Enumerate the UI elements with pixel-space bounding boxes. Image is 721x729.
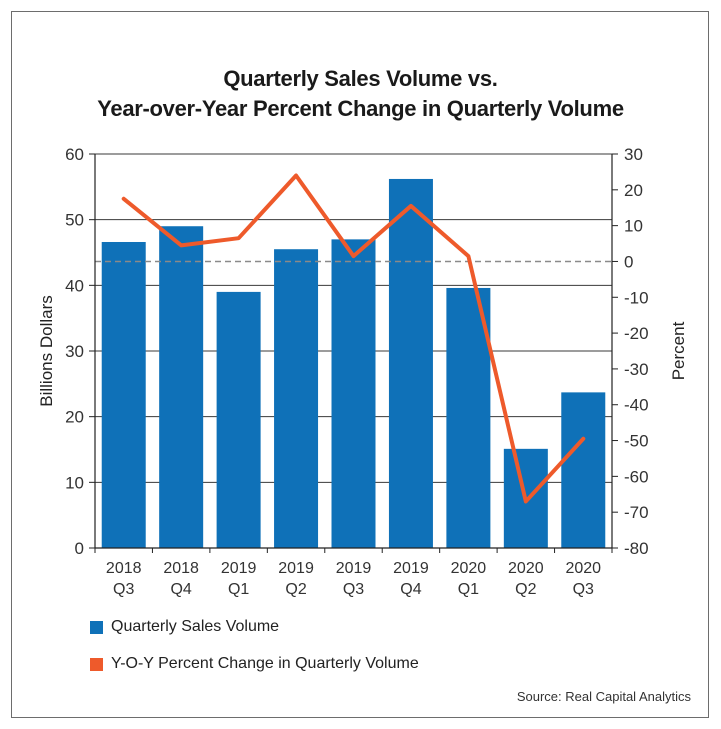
right-tick-label: 10 bbox=[624, 217, 643, 236]
right-tick-label: -40 bbox=[624, 396, 649, 415]
legend-label-sales-volume: Quarterly Sales Volume bbox=[111, 618, 280, 635]
right-axis-title: Percent bbox=[669, 321, 688, 380]
legend-item-yoy-change: Y-O-Y Percent Change in Quarterly Volume bbox=[90, 653, 419, 675]
x-tick-label-quarter: Q2 bbox=[515, 581, 536, 598]
x-tick-label-year: 2019 bbox=[336, 560, 372, 577]
bar-6 bbox=[446, 287, 491, 548]
x-tick-label-quarter: Q3 bbox=[113, 581, 134, 598]
chart-title-line-1: Quarterly Sales Volume vs. bbox=[223, 66, 498, 91]
right-tick-label: -30 bbox=[624, 360, 649, 379]
chart-title-line-2: Year-over-Year Percent Change in Quarter… bbox=[97, 96, 624, 121]
left-tick-label: 40 bbox=[65, 276, 84, 295]
right-tick-label: -70 bbox=[624, 503, 649, 522]
x-tick-label-year: 2018 bbox=[163, 560, 199, 577]
x-tick-label-year: 2020 bbox=[508, 560, 544, 577]
yoy-change-line bbox=[121, 173, 586, 504]
legend-swatch-line bbox=[90, 657, 103, 671]
right-tick-label: -50 bbox=[624, 432, 649, 451]
x-tick-label-quarter: Q1 bbox=[458, 581, 479, 598]
legend-item-sales-volume: Quarterly Sales Volume bbox=[90, 616, 279, 638]
left-tick-label: 30 bbox=[65, 342, 84, 361]
x-tick-label-quarter: Q3 bbox=[343, 581, 364, 598]
x-tick-label-year: 2018 bbox=[106, 560, 142, 577]
source-note: Source: Real Capital Analytics bbox=[516, 689, 691, 704]
x-tick-label-quarter: Q1 bbox=[228, 581, 249, 598]
right-tick-label: 20 bbox=[624, 181, 643, 200]
left-tick-label: 20 bbox=[65, 408, 84, 427]
bar-1 bbox=[159, 226, 204, 548]
right-tick-label: 30 bbox=[624, 145, 643, 164]
left-tick-label: 10 bbox=[65, 473, 84, 492]
right-tick-label: 0 bbox=[624, 252, 633, 271]
right-tick-label: -80 bbox=[624, 539, 649, 558]
legend-swatch-bar bbox=[90, 620, 103, 634]
right-tick-label: -20 bbox=[624, 324, 649, 343]
x-tick-label-quarter: Q4 bbox=[400, 581, 421, 598]
x-tick-label-year: 2020 bbox=[451, 560, 487, 577]
bar-3 bbox=[274, 249, 319, 548]
legend-label-yoy-change: Y-O-Y Percent Change in Quarterly Volume bbox=[111, 655, 419, 672]
left-tick-label: 0 bbox=[75, 539, 84, 558]
x-tick-label-year: 2019 bbox=[278, 560, 314, 577]
x-tick-label-year: 2019 bbox=[221, 560, 257, 577]
left-tick-label: 50 bbox=[65, 211, 84, 230]
bar-5 bbox=[388, 178, 433, 548]
x-tick-label-quarter: Q3 bbox=[573, 581, 594, 598]
bar-8 bbox=[561, 392, 606, 548]
right-tick-label: -10 bbox=[624, 288, 649, 307]
x-tick-label-year: 2019 bbox=[393, 560, 429, 577]
bar-2 bbox=[216, 291, 261, 548]
x-tick-label-quarter: Q2 bbox=[285, 581, 306, 598]
left-axis-title: Billions Dollars bbox=[37, 295, 56, 406]
x-tick-label-quarter: Q4 bbox=[170, 581, 191, 598]
right-tick-label: -60 bbox=[624, 467, 649, 486]
bar-4 bbox=[331, 239, 376, 548]
left-tick-label: 60 bbox=[65, 145, 84, 164]
x-tick-label-year: 2020 bbox=[565, 560, 601, 577]
bar-0 bbox=[101, 241, 146, 548]
